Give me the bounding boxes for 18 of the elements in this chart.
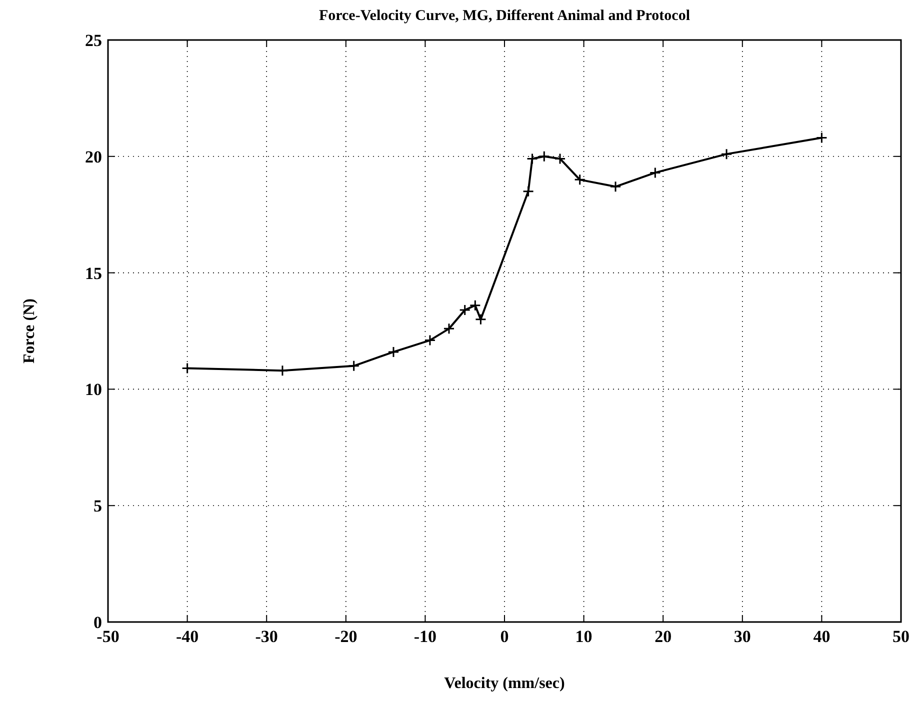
x-tick-label: -20 (334, 627, 358, 646)
y-tick-label: 10 (85, 380, 102, 400)
y-axis-title: Force (N) (21, 298, 38, 364)
x-tick-label: -30 (255, 627, 278, 646)
x-tick-label: 50 (892, 627, 910, 646)
x-tick-label: 10 (575, 627, 592, 646)
x-tick-label: 40 (813, 627, 830, 646)
x-tick-label: 30 (734, 627, 751, 646)
y-tick-label: 25 (85, 31, 102, 50)
y-tick-label: 15 (85, 264, 102, 283)
x-tick-label: 0 (500, 627, 509, 646)
chart-title: Force-Velocity Curve, MG, Different Animal and Protocol (318, 8, 690, 24)
x-tick-label: 20 (654, 627, 672, 646)
y-tick-label: 5 (94, 496, 102, 516)
x-axis-title: Velocity (mm/sec) (444, 675, 565, 692)
x-tick-label: -40 (176, 627, 199, 646)
y-tick-label: 20 (85, 147, 102, 166)
x-tick-label: -10 (414, 627, 437, 646)
